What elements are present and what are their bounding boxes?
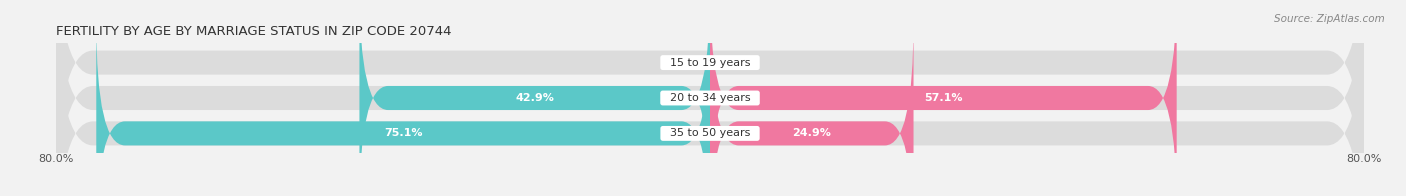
FancyBboxPatch shape	[96, 22, 710, 196]
Text: 0.0%: 0.0%	[661, 58, 689, 68]
FancyBboxPatch shape	[710, 22, 914, 196]
Text: 24.9%: 24.9%	[793, 128, 831, 138]
FancyBboxPatch shape	[56, 0, 1364, 196]
Text: 75.1%: 75.1%	[384, 128, 422, 138]
Text: 57.1%: 57.1%	[924, 93, 963, 103]
Text: 15 to 19 years: 15 to 19 years	[662, 58, 758, 68]
FancyBboxPatch shape	[56, 0, 1364, 196]
FancyBboxPatch shape	[710, 0, 1177, 196]
FancyBboxPatch shape	[56, 0, 1364, 196]
Text: 35 to 50 years: 35 to 50 years	[662, 128, 758, 138]
Text: 20 to 34 years: 20 to 34 years	[662, 93, 758, 103]
Text: 0.0%: 0.0%	[731, 58, 759, 68]
Text: FERTILITY BY AGE BY MARRIAGE STATUS IN ZIP CODE 20744: FERTILITY BY AGE BY MARRIAGE STATUS IN Z…	[56, 25, 451, 38]
Text: 42.9%: 42.9%	[515, 93, 554, 103]
Text: Source: ZipAtlas.com: Source: ZipAtlas.com	[1274, 14, 1385, 24]
FancyBboxPatch shape	[360, 0, 710, 196]
